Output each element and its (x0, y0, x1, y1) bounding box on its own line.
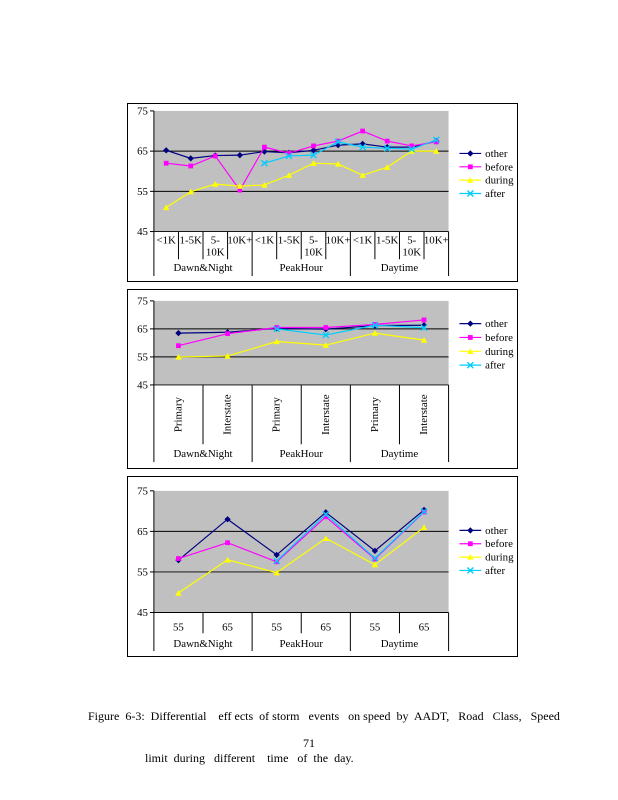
y-tick-label: 75 (137, 105, 148, 117)
category-label: Primary (369, 397, 381, 433)
category-label: <1K (156, 234, 176, 246)
series-after (273, 321, 428, 339)
group-label: Dawn&Night (173, 448, 232, 460)
legend-item-before: before (459, 538, 513, 550)
category-label: Primary (271, 397, 283, 433)
group-label: PeakHour (280, 448, 324, 460)
road-class-chart: 45 55 65 75 Primary Interstate Primary Intersta… (127, 289, 518, 469)
category-label: Interstate (320, 394, 332, 435)
legend-label: after (485, 188, 505, 200)
legend-label: before (485, 538, 513, 550)
legend-label: before (485, 161, 513, 173)
y-tick-label: 55 (137, 566, 148, 578)
page-number: 71 (303, 736, 315, 750)
y-tick-label: 65 (137, 146, 148, 158)
category-label: Interstate (418, 394, 430, 435)
legend-item-during: during (459, 552, 514, 564)
group-label: Daytime (381, 262, 419, 274)
category-label: 10K+ (424, 234, 449, 246)
plot-area (153, 490, 449, 613)
figure-caption-line1: Figure 6-3: Differential eff ects of sto… (88, 709, 560, 723)
category-label: 10K+ (326, 234, 351, 246)
legend-item-during: during (459, 346, 514, 358)
category-label: 5-10K (304, 234, 323, 258)
category-label: 10K+ (227, 234, 252, 246)
category-label: 65 (419, 621, 430, 633)
category-label: 1-5K (180, 234, 202, 246)
group-label: Daytime (381, 448, 419, 460)
figure-caption-line2: limit during different time of the day. (145, 751, 354, 765)
category-label: 1-5K (376, 234, 398, 246)
category-label: <1K (255, 234, 275, 246)
category-label: 5-10K (206, 234, 225, 258)
y-tick-label: 55 (137, 186, 148, 198)
speed-limit-chart-svg: 45 55 65 75 55 65 55 65 55 65 Dawn&Night PeakHour Da… (137, 485, 514, 652)
legend-label: after (485, 360, 505, 372)
category-label: 55 (271, 621, 282, 633)
group-label: Dawn&Night (173, 262, 232, 274)
legend-item-before: before (459, 332, 513, 344)
series-after (273, 508, 428, 565)
series-during (163, 148, 440, 211)
category-label: 65 (222, 621, 233, 633)
legend-item-during: during (459, 175, 514, 187)
y-tick-label: 55 (137, 351, 148, 363)
legend-label: before (485, 332, 513, 344)
series-during (175, 330, 428, 360)
legend-label: during (485, 552, 514, 564)
y-tick-label: 75 (137, 295, 148, 307)
legend-label: during (485, 346, 514, 358)
category-label: 65 (320, 621, 331, 633)
legend-item-after: after (459, 565, 505, 577)
category-label: 5-10K (402, 234, 421, 258)
category-label: 1-5K (278, 234, 300, 246)
road-class-chart-svg: 45 55 65 75 Primary Interstate Primary Intersta… (137, 295, 514, 463)
group-label: Dawn&Night (173, 638, 232, 650)
legend-item-other: other (459, 148, 508, 160)
category-label: 55 (369, 621, 380, 633)
legend-item-after: after (459, 360, 505, 372)
series-during (175, 524, 428, 596)
group-label: Daytime (381, 638, 419, 650)
category-label: 55 (173, 621, 184, 633)
legend-label: other (485, 148, 508, 160)
category-label: <1K (353, 234, 373, 246)
legend-item-other: other (459, 525, 508, 537)
aadt-chart: 45 55 65 75 <1K 1-5K 5-10K 10K+ <1K 1-5K 5-10K 10K+… (127, 103, 518, 282)
y-tick-label: 45 (137, 226, 148, 238)
y-tick-label: 65 (137, 526, 148, 538)
group-label: PeakHour (280, 638, 324, 650)
legend-label: other (485, 525, 508, 537)
legend-label: other (485, 318, 508, 330)
series-after (260, 136, 440, 167)
y-tick-label: 45 (137, 379, 148, 391)
category-label: Interstate (222, 394, 234, 435)
legend-label: during (485, 175, 514, 187)
y-tick-label: 45 (137, 607, 148, 619)
speed-limit-chart: 45 55 65 75 55 65 55 65 55 65 Dawn&Night PeakHour Da… (127, 476, 518, 657)
plot-area (153, 110, 449, 232)
y-tick-label: 75 (137, 485, 148, 497)
y-tick-label: 65 (137, 323, 148, 335)
legend-label: after (485, 565, 505, 577)
figure-caption: Figure 6-3: Differential eff ects of sto… (88, 681, 560, 779)
category-label: Primary (172, 397, 184, 433)
group-label: PeakHour (280, 262, 324, 274)
legend-item-after: after (459, 188, 505, 200)
legend-item-other: other (459, 318, 508, 330)
legend-item-before: before (459, 161, 513, 173)
